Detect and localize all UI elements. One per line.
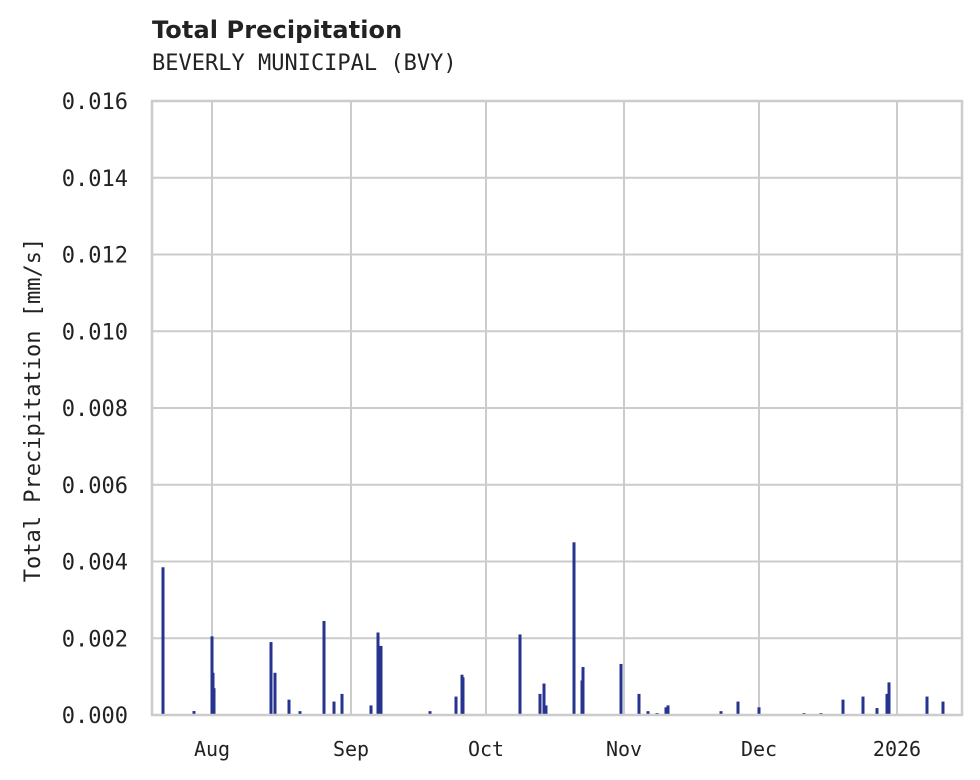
precipitation-bar: [581, 667, 585, 715]
precipitation-bar: [379, 645, 383, 715]
y-tick-label: 0.008: [62, 397, 128, 422]
precipitation-bar: [428, 711, 432, 715]
y-tick-label: 0.010: [62, 320, 128, 345]
plot-frame: [150, 99, 964, 717]
grid-lines: [152, 100, 962, 716]
precipitation-bar: [885, 693, 889, 715]
y-tick-label: 0.016: [62, 90, 128, 115]
precipitation-bar: [736, 701, 740, 715]
y-tick-label: 0.014: [62, 167, 128, 192]
y-axis-ticks: 0.000 0.002 0.004 0.006 0.008 0.010 0.012 0.014…: [62, 90, 128, 729]
y-tick-label: 0.004: [62, 551, 128, 576]
precipitation-bar: [454, 696, 458, 715]
x-tick-label: Dec: [741, 737, 777, 761]
precipitation-bar: [719, 711, 723, 715]
x-tick-label: Sep: [333, 737, 369, 761]
precipitation-bar: [572, 542, 576, 715]
precipitation-bar: [161, 567, 165, 715]
y-tick-label: 0.006: [62, 474, 128, 499]
precipitation-bar: [941, 701, 945, 715]
precipitation-bar: [664, 707, 668, 715]
precipitation-bar: [298, 711, 302, 715]
precipitation-bar: [646, 711, 650, 715]
precipitation-bar: [322, 620, 326, 715]
precipitation-bar: [887, 682, 891, 715]
precipitation-bar: [369, 705, 373, 715]
y-tick-label: 0.012: [62, 244, 128, 269]
precipitation-bar: [212, 688, 216, 715]
precipitation-bar: [861, 696, 865, 715]
chart-title: Total Precipitation: [152, 16, 403, 44]
precipitation-bar: [666, 705, 670, 715]
precipitation-bar: [925, 696, 929, 715]
precipitation-bar: [340, 693, 344, 715]
precipitation-bar: [461, 677, 465, 715]
x-tick-label: Nov: [606, 737, 642, 761]
precipitation-bar: [332, 701, 336, 715]
precipitation-bar: [192, 711, 196, 715]
precipitation-bar: [544, 705, 548, 715]
precipitation-bar: [376, 632, 380, 715]
x-tick-label: Oct: [468, 737, 504, 761]
precipitation-bars: [161, 542, 945, 715]
precipitation-bar: [841, 699, 845, 715]
precipitation-bar: [269, 642, 273, 715]
chart-subtitle: BEVERLY MUNICIPAL (BVY): [152, 51, 457, 76]
y-tick-label: 0.000: [62, 704, 128, 729]
x-tick-label: Aug: [194, 737, 230, 761]
precipitation-bar: [542, 683, 546, 715]
precipitation-bar: [273, 672, 277, 715]
precipitation-bar: [637, 693, 641, 715]
y-axis-label: Total Precipitation [mm/s]: [21, 238, 46, 582]
x-tick-label: 2026: [873, 737, 921, 761]
precipitation-bar: [757, 707, 761, 715]
x-axis-ticks: Aug Sep Oct Nov Dec 2026: [194, 737, 921, 761]
precipitation-bar: [875, 708, 879, 715]
precipitation-bar: [619, 663, 623, 715]
precipitation-bar: [538, 693, 542, 715]
precipitation-bar: [287, 699, 291, 715]
precipitation-bar: [518, 634, 522, 715]
y-tick-label: 0.002: [62, 627, 128, 652]
